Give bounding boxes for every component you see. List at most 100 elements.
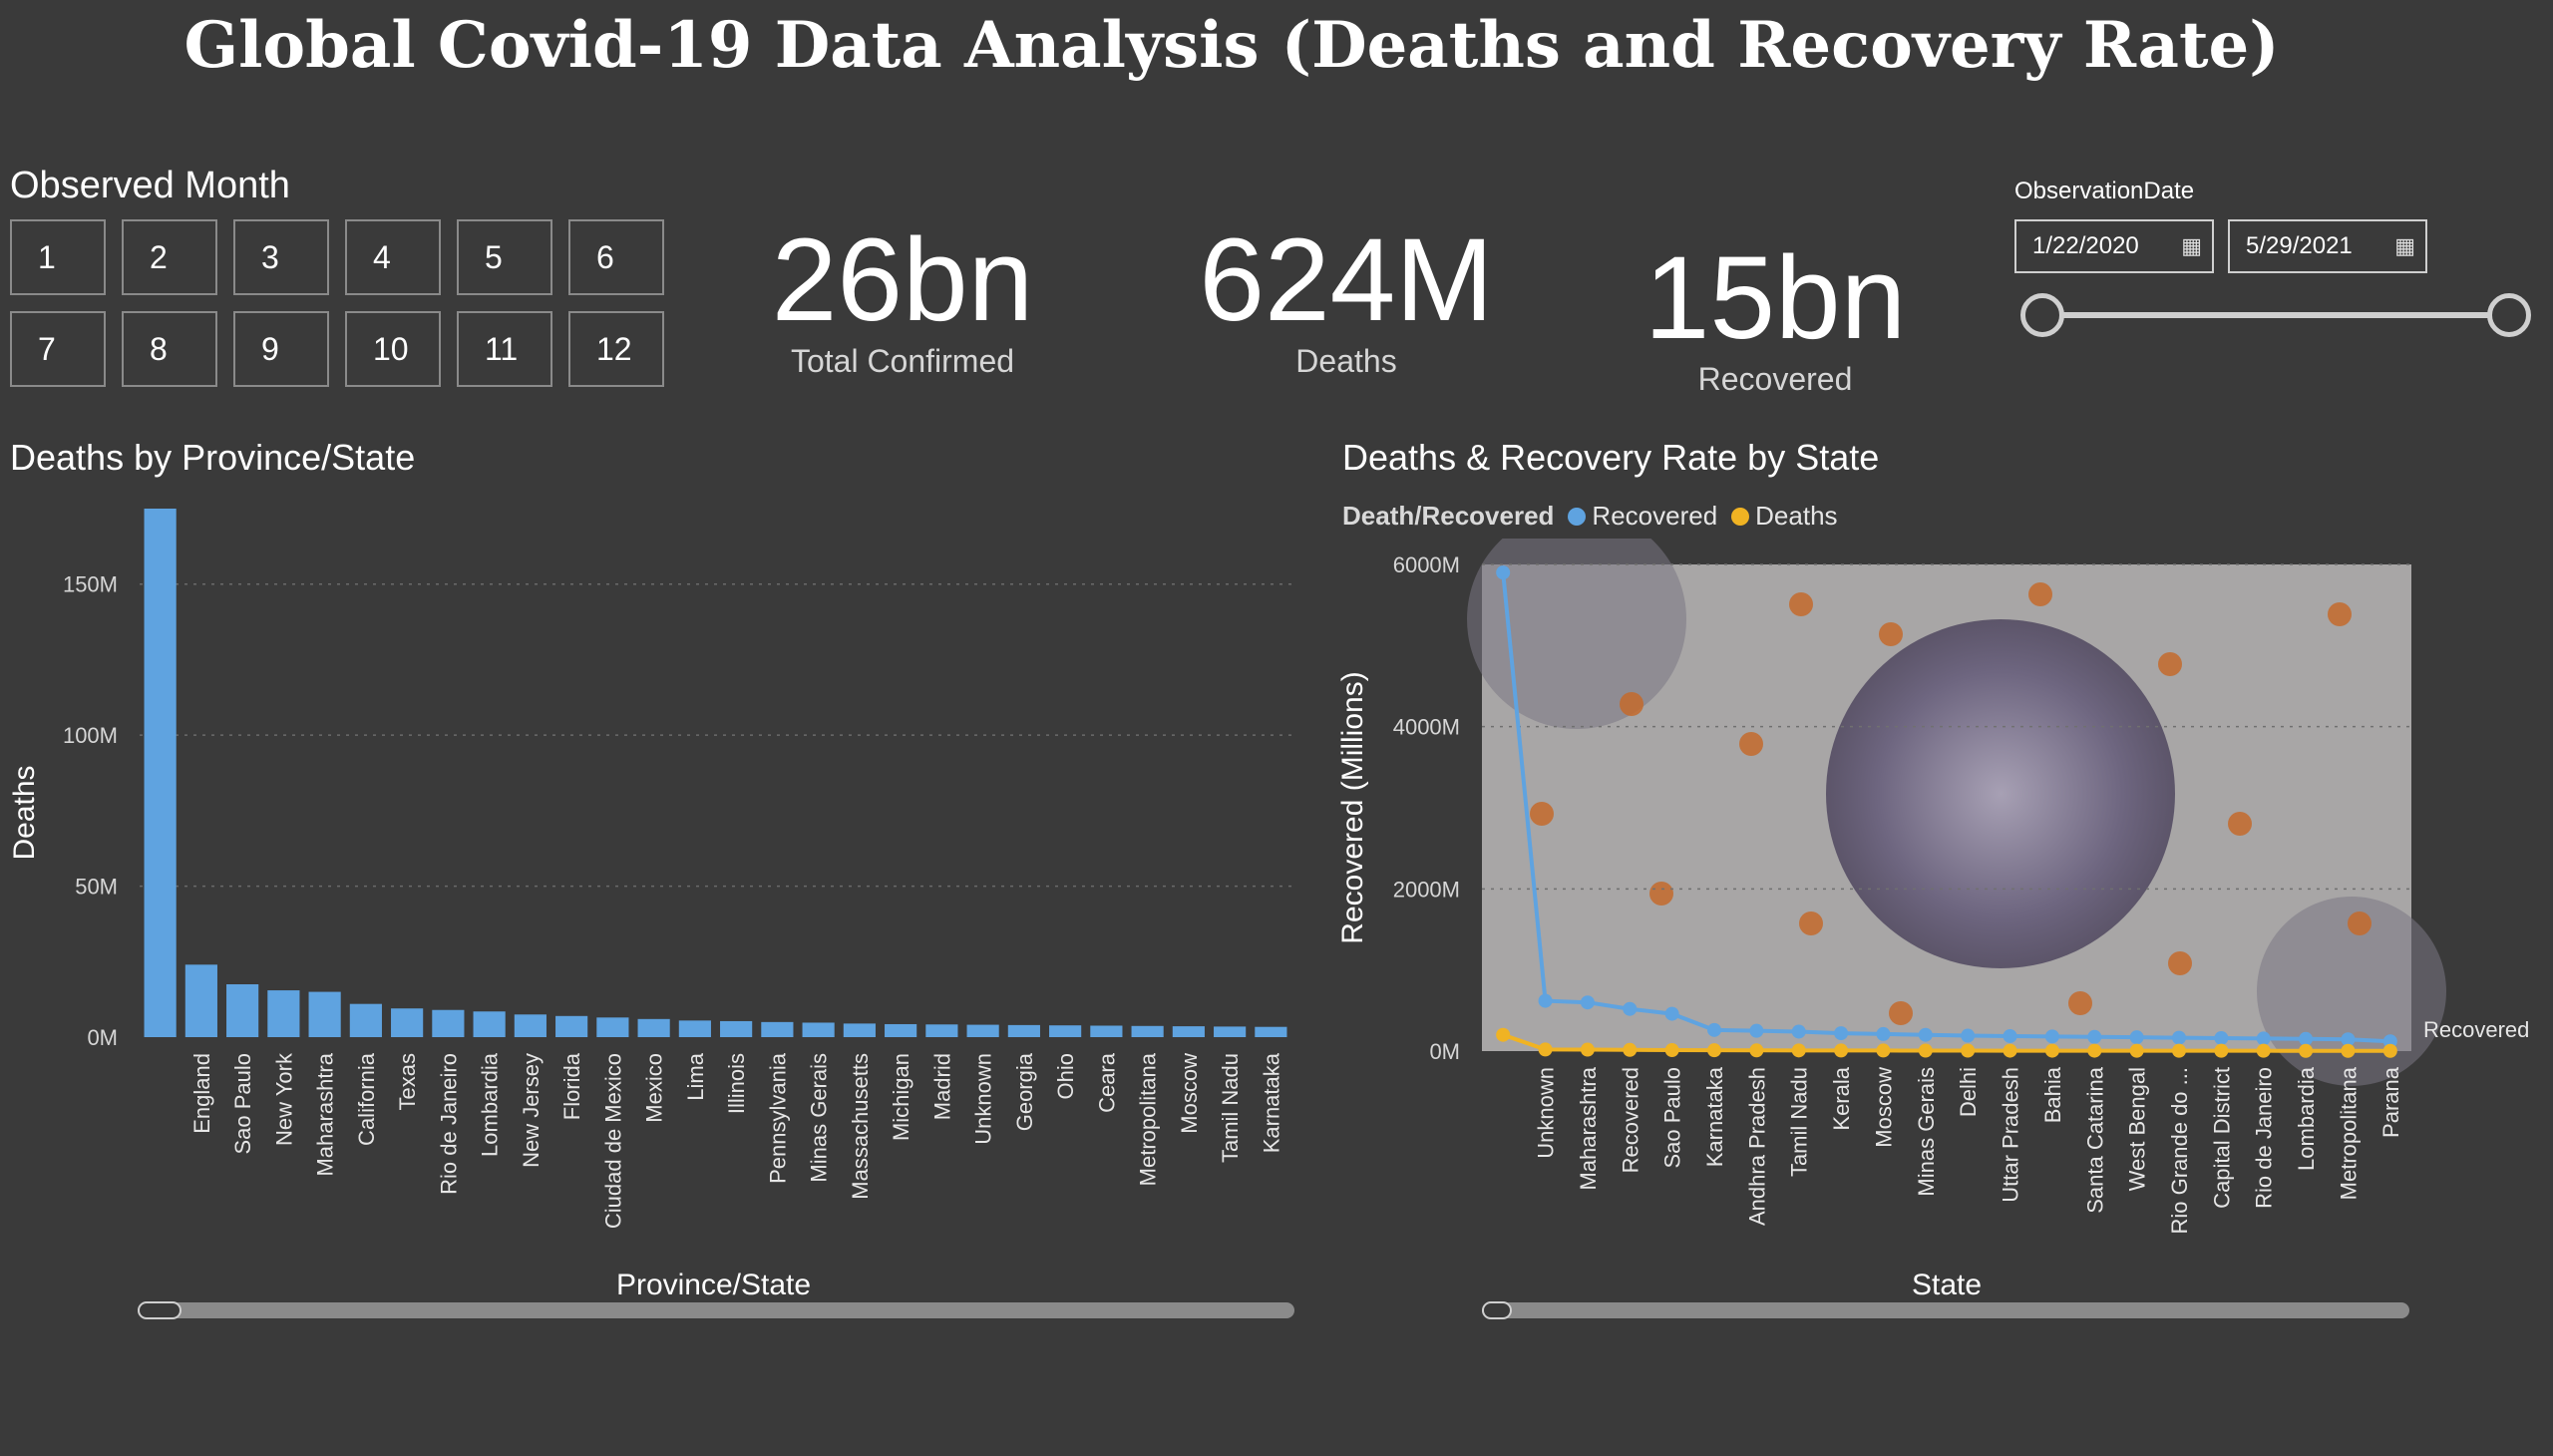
bar[interactable] — [1131, 1025, 1164, 1037]
date-range-start-handle[interactable] — [2020, 293, 2064, 337]
series-point-recovered[interactable] — [2129, 1030, 2144, 1045]
series-point-deaths[interactable] — [1496, 1027, 1511, 1042]
bar[interactable] — [267, 990, 300, 1037]
bar[interactable] — [802, 1022, 835, 1037]
bar[interactable] — [308, 991, 341, 1037]
series-point-deaths[interactable] — [1749, 1043, 1764, 1058]
date-range-end-handle[interactable] — [2487, 293, 2531, 337]
bar-x-tick-label: Michigan — [889, 1053, 913, 1141]
bar[interactable] — [761, 1021, 794, 1037]
series-point-deaths[interactable] — [2129, 1043, 2144, 1058]
line-chart-scroll-thumb[interactable] — [1482, 1301, 1512, 1319]
calendar-icon[interactable]: ▦ — [2181, 233, 2202, 258]
series-point-deaths[interactable] — [1918, 1043, 1933, 1058]
series-point-deaths[interactable] — [2044, 1043, 2059, 1058]
month-button-4[interactable]: 4 — [345, 219, 441, 295]
series-point-recovered[interactable] — [1961, 1028, 1976, 1043]
month-button-7[interactable]: 7 — [10, 311, 106, 387]
bar[interactable] — [226, 984, 259, 1037]
series-point-deaths[interactable] — [2299, 1043, 2314, 1058]
month-button-1[interactable]: 1 — [10, 219, 106, 295]
end-date-input[interactable]: 5/29/2021 ▦ — [2228, 219, 2427, 273]
series-point-deaths[interactable] — [1961, 1043, 1976, 1058]
series-point-deaths[interactable] — [2172, 1043, 2186, 1058]
series-point-deaths[interactable] — [2214, 1043, 2229, 1058]
bar[interactable] — [966, 1024, 999, 1037]
month-button-9[interactable]: 9 — [233, 311, 329, 387]
bar[interactable] — [843, 1023, 876, 1037]
legend-item-deaths[interactable]: Deaths — [1731, 501, 1838, 532]
series-point-recovered[interactable] — [1876, 1026, 1891, 1041]
series-point-deaths[interactable] — [1791, 1043, 1806, 1058]
bar[interactable] — [637, 1018, 670, 1037]
series-point-recovered[interactable] — [2172, 1030, 2186, 1045]
bar[interactable] — [391, 1008, 424, 1037]
bar[interactable] — [678, 1020, 711, 1037]
bar[interactable] — [1255, 1026, 1287, 1037]
series-point-recovered[interactable] — [2299, 1031, 2314, 1046]
bar[interactable] — [1007, 1024, 1040, 1037]
series-point-deaths[interactable] — [1623, 1042, 1638, 1057]
bar[interactable] — [1049, 1025, 1082, 1037]
date-range-slider-track[interactable] — [2042, 312, 2509, 318]
bar[interactable] — [885, 1023, 917, 1037]
series-point-deaths[interactable] — [2003, 1043, 2017, 1058]
bar-chart-scroll-thumb[interactable] — [138, 1301, 182, 1319]
antibody-decoration — [2228, 812, 2252, 836]
series-point-recovered[interactable] — [1623, 1001, 1638, 1016]
month-button-12[interactable]: 12 — [568, 311, 664, 387]
bar[interactable] — [1214, 1026, 1247, 1037]
series-point-recovered[interactable] — [1834, 1026, 1849, 1041]
series-point-recovered[interactable] — [1791, 1024, 1806, 1039]
series-point-recovered[interactable] — [1664, 1006, 1679, 1021]
bar[interactable] — [1090, 1025, 1123, 1037]
bar-chart-scrollbar[interactable] — [138, 1302, 1294, 1318]
series-point-deaths[interactable] — [2256, 1043, 2271, 1058]
antibody-decoration — [2328, 602, 2352, 626]
series-point-recovered[interactable] — [2256, 1031, 2271, 1046]
series-point-deaths[interactable] — [2382, 1043, 2397, 1058]
series-point-recovered[interactable] — [1749, 1023, 1764, 1038]
series-point-recovered[interactable] — [1707, 1022, 1721, 1037]
series-point-deaths[interactable] — [1834, 1043, 1849, 1058]
series-point-recovered[interactable] — [1538, 993, 1553, 1008]
kpi-recovered-value: 15bn — [1643, 232, 1907, 364]
series-point-recovered[interactable] — [2214, 1030, 2229, 1045]
month-button-3[interactable]: 3 — [233, 219, 329, 295]
month-button-10[interactable]: 10 — [345, 311, 441, 387]
bar[interactable] — [144, 509, 177, 1037]
series-point-recovered[interactable] — [2044, 1029, 2059, 1044]
month-button-8[interactable]: 8 — [122, 311, 217, 387]
month-button-2[interactable]: 2 — [122, 219, 217, 295]
month-button-6[interactable]: 6 — [568, 219, 664, 295]
bar[interactable] — [596, 1017, 629, 1037]
bar[interactable] — [349, 1003, 382, 1037]
series-point-deaths[interactable] — [2341, 1043, 2356, 1058]
series-point-deaths[interactable] — [1707, 1043, 1721, 1058]
calendar-icon[interactable]: ▦ — [2394, 233, 2415, 258]
series-point-recovered[interactable] — [1580, 995, 1595, 1010]
series-point-deaths[interactable] — [1538, 1042, 1553, 1057]
series-point-recovered[interactable] — [1918, 1027, 1933, 1042]
bar[interactable] — [184, 964, 217, 1037]
series-point-recovered[interactable] — [1496, 565, 1511, 580]
bar[interactable] — [1172, 1026, 1205, 1037]
bar[interactable] — [555, 1015, 588, 1037]
month-button-5[interactable]: 5 — [457, 219, 552, 295]
series-point-deaths[interactable] — [1664, 1043, 1679, 1058]
series-point-deaths[interactable] — [1876, 1043, 1891, 1058]
series-point-deaths[interactable] — [1580, 1042, 1595, 1057]
bar[interactable] — [473, 1011, 506, 1037]
bar[interactable] — [720, 1020, 753, 1037]
series-point-recovered[interactable] — [2003, 1028, 2017, 1043]
line-chart-scrollbar[interactable] — [1482, 1302, 2409, 1318]
month-button-11[interactable]: 11 — [457, 311, 552, 387]
series-point-deaths[interactable] — [2087, 1043, 2102, 1058]
bar[interactable] — [432, 1009, 465, 1037]
bar[interactable] — [514, 1014, 547, 1037]
legend-item-recovered[interactable]: Recovered — [1568, 501, 1717, 532]
series-point-recovered[interactable] — [2087, 1029, 2102, 1044]
start-date-input[interactable]: 1/22/2020 ▦ — [2014, 219, 2214, 273]
bar[interactable] — [925, 1024, 958, 1037]
series-point-recovered[interactable] — [2341, 1032, 2356, 1047]
